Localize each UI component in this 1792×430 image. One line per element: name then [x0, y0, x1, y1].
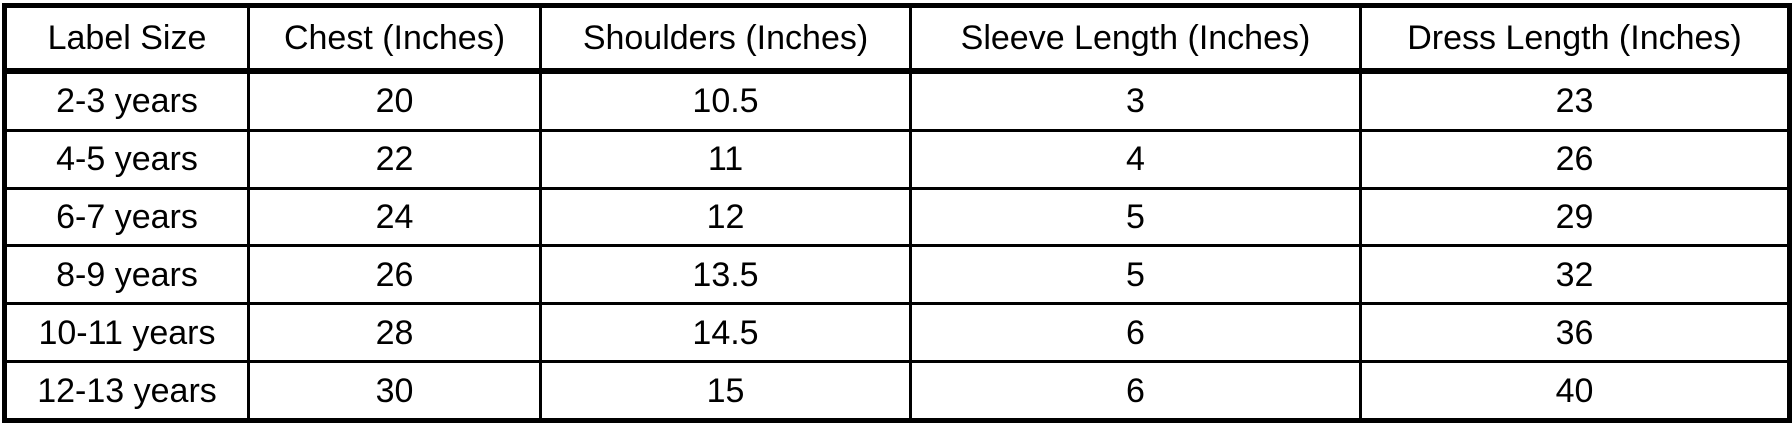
cell-sleeve-length: 5: [909, 244, 1362, 306]
cell-shoulders: 10.5: [539, 69, 912, 132]
table-row: 8-9 years 26 13.5 5 32: [2, 244, 1792, 306]
cell-chest: 20: [247, 69, 542, 132]
cell-dress-length: 40: [1359, 360, 1792, 423]
cell-sleeve-length: 3: [909, 69, 1362, 132]
cell-shoulders: 12: [539, 186, 912, 248]
cell-label-size: 4-5 years: [2, 128, 250, 190]
cell-sleeve-length: 5: [909, 186, 1362, 248]
cell-sleeve-length: 6: [909, 360, 1362, 423]
cell-shoulders: 14.5: [539, 302, 912, 364]
cell-chest: 30: [247, 360, 542, 423]
cell-shoulders: 15: [539, 360, 912, 423]
table-header-row: Label Size Chest (Inches) Shoulders (Inc…: [2, 3, 1792, 74]
cell-shoulders: 13.5: [539, 244, 912, 306]
table-row: 12-13 years 30 15 6 40: [2, 360, 1792, 423]
column-header-chest: Chest (Inches): [247, 3, 542, 74]
cell-chest: 24: [247, 186, 542, 248]
cell-dress-length: 32: [1359, 244, 1792, 306]
cell-sleeve-length: 6: [909, 302, 1362, 364]
table-row: 10-11 years 28 14.5 6 36: [2, 302, 1792, 364]
cell-chest: 28: [247, 302, 542, 364]
column-header-dress-length: Dress Length (Inches): [1359, 3, 1792, 74]
table-row: 6-7 years 24 12 5 29: [2, 186, 1792, 248]
cell-label-size: 8-9 years: [2, 244, 250, 306]
table-row: 2-3 years 20 10.5 3 23: [2, 69, 1792, 132]
cell-dress-length: 36: [1359, 302, 1792, 364]
cell-shoulders: 11: [539, 128, 912, 190]
cell-dress-length: 29: [1359, 186, 1792, 248]
cell-label-size: 6-7 years: [2, 186, 250, 248]
cell-dress-length: 23: [1359, 69, 1792, 132]
size-chart-table: Label Size Chest (Inches) Shoulders (Inc…: [2, 3, 1792, 423]
cell-label-size: 12-13 years: [2, 360, 250, 423]
cell-chest: 22: [247, 128, 542, 190]
cell-dress-length: 26: [1359, 128, 1792, 190]
cell-label-size: 2-3 years: [2, 69, 250, 132]
column-header-shoulders: Shoulders (Inches): [539, 3, 912, 74]
table-row: 4-5 years 22 11 4 26: [2, 128, 1792, 190]
cell-chest: 26: [247, 244, 542, 306]
column-header-sleeve-length: Sleeve Length (Inches): [909, 3, 1362, 74]
cell-sleeve-length: 4: [909, 128, 1362, 190]
cell-label-size: 10-11 years: [2, 302, 250, 364]
size-chart-container: Label Size Chest (Inches) Shoulders (Inc…: [2, 3, 1792, 423]
column-header-label-size: Label Size: [2, 3, 250, 74]
table-body: 2-3 years 20 10.5 3 23 4-5 years 22 11 4…: [2, 69, 1792, 423]
